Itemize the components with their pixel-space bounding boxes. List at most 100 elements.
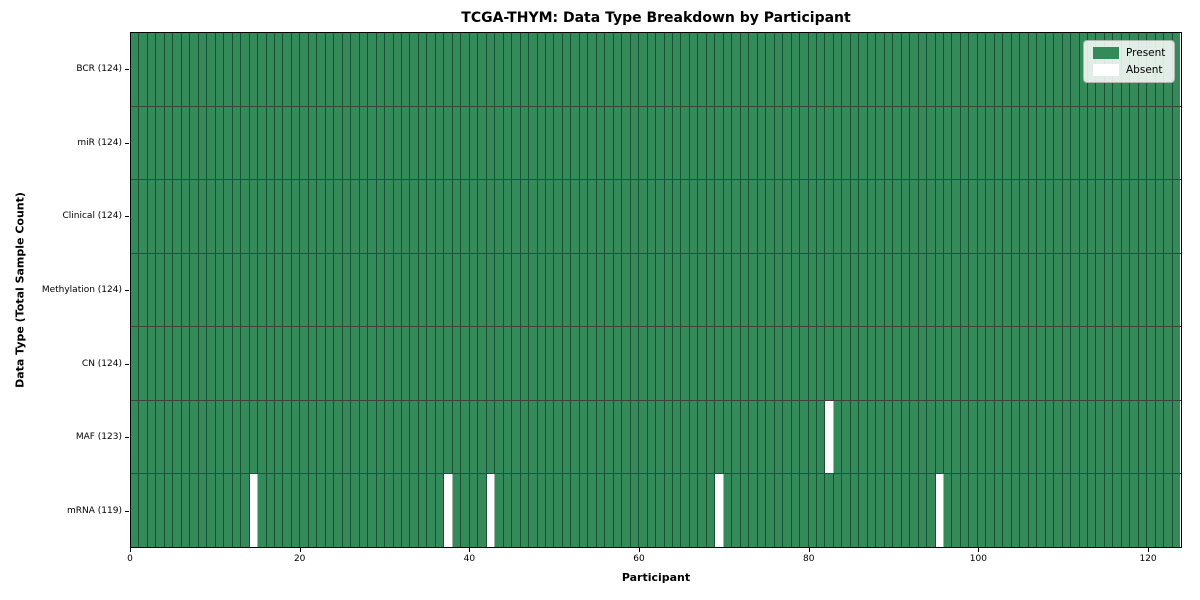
heatmap-cell-present — [1087, 253, 1097, 327]
heatmap-cell-present — [207, 253, 216, 327]
heatmap-cell-present — [308, 474, 318, 548]
heatmap-cell-present — [376, 327, 386, 400]
heatmap-cell-present — [647, 400, 657, 474]
heatmap-cell-present — [571, 327, 580, 400]
heatmap-cell-present — [960, 180, 970, 253]
heatmap-cell-present — [732, 327, 741, 400]
heatmap-cell-present — [571, 106, 580, 180]
heatmap-cell-present — [1130, 106, 1139, 180]
heatmap-cell-present — [749, 327, 758, 400]
heatmap-cell-present — [351, 180, 360, 253]
heatmap-cell-present — [495, 400, 504, 474]
heatmap-cell-present — [452, 253, 462, 327]
heatmap-cell-present — [952, 180, 961, 253]
heatmap-cell-present — [147, 180, 157, 253]
y-tick-mark — [125, 216, 129, 218]
heatmap-cell-present — [571, 180, 580, 253]
heatmap-cell-present — [901, 33, 911, 106]
heatmap-cell-present — [918, 400, 928, 474]
heatmap-cell-present — [529, 253, 538, 327]
heatmap-cell-present — [1130, 253, 1139, 327]
heatmap-cell-present — [596, 474, 606, 548]
heatmap-cell-present — [173, 253, 182, 327]
heatmap-cell-present — [1003, 180, 1012, 253]
heatmap-cell-present — [927, 106, 936, 180]
heatmap-cell-present — [613, 327, 623, 400]
heatmap-cell-present — [427, 400, 436, 474]
heatmap-cell-absent — [825, 400, 834, 474]
heatmap-cell-present — [673, 33, 682, 106]
heatmap-cell-present — [723, 253, 733, 327]
heatmap-cell-present — [588, 180, 597, 253]
heatmap-cell-present — [224, 33, 233, 106]
heatmap-cell-present — [800, 400, 809, 474]
heatmap-cell-present — [884, 33, 894, 106]
heatmap-cell-present — [368, 106, 377, 180]
heatmap-cell-present — [486, 106, 496, 180]
heatmap-cell-present — [876, 327, 885, 400]
heatmap-cell-present — [960, 106, 970, 180]
heatmap-cell-present — [698, 474, 707, 548]
heatmap-cell-present — [274, 253, 284, 327]
heatmap-cell-present — [757, 327, 767, 400]
heatmap-cell-present — [766, 106, 775, 180]
heatmap-cell-present — [562, 33, 572, 106]
heatmap-cell-present — [1147, 253, 1156, 327]
heatmap-cell-present — [783, 33, 792, 106]
heatmap-cell-present — [605, 253, 614, 327]
heatmap-cell-present — [977, 253, 987, 327]
heatmap-cell-present — [241, 253, 250, 327]
heatmap-cell-present — [1071, 180, 1080, 253]
heatmap-cell-present — [1011, 327, 1021, 400]
heatmap-cell-present — [715, 327, 724, 400]
heatmap-cell-present — [723, 400, 733, 474]
heatmap-cell-present — [545, 400, 555, 474]
heatmap-cell-present — [689, 253, 699, 327]
heatmap-cell-present — [1164, 253, 1173, 327]
heatmap-cell-present — [740, 253, 750, 327]
heatmap-cell-present — [850, 180, 860, 253]
heatmap-cell-present — [249, 327, 259, 400]
heatmap-cell-present — [385, 474, 394, 548]
heatmap-cell-present — [215, 400, 225, 474]
heatmap-cell-present — [969, 253, 978, 327]
heatmap-cell-present — [927, 33, 936, 106]
heatmap-cell-present — [554, 33, 563, 106]
heatmap-cell-present — [274, 180, 284, 253]
heatmap-cell-present — [1147, 474, 1156, 548]
heatmap-cell-present — [910, 327, 919, 400]
heatmap-cell-present — [1071, 106, 1080, 180]
heatmap-cell-present — [960, 327, 970, 400]
heatmap-cell-present — [876, 33, 885, 106]
heatmap-row — [131, 474, 1181, 548]
heatmap-cell-present — [164, 474, 174, 548]
heatmap-cell-present — [884, 327, 894, 400]
heatmap-cell-present — [706, 253, 716, 327]
heatmap-cell-present — [740, 33, 750, 106]
heatmap-cell-present — [893, 327, 902, 400]
heatmap-cell-present — [698, 253, 707, 327]
heatmap-cell-present — [554, 106, 563, 180]
heatmap-cell-present — [334, 106, 343, 180]
heatmap-cell-present — [1172, 180, 1181, 253]
heatmap-cell-present — [359, 33, 369, 106]
heatmap-cell-present — [376, 253, 386, 327]
heatmap-cell-present — [1037, 33, 1046, 106]
heatmap-cell-present — [147, 474, 157, 548]
heatmap-cell-present — [410, 180, 419, 253]
heatmap-cell-present — [723, 106, 733, 180]
heatmap-cell-present — [1087, 474, 1097, 548]
heatmap-cell-present — [1104, 474, 1114, 548]
heatmap-cell-present — [800, 33, 809, 106]
heatmap-cell-present — [1104, 327, 1114, 400]
heatmap-cell-present — [368, 400, 377, 474]
heatmap-cell-present — [969, 327, 978, 400]
heatmap-cell-present — [291, 253, 301, 327]
heatmap-cell-present — [977, 106, 987, 180]
heatmap-cell-present — [630, 33, 640, 106]
heatmap-cell-present — [605, 327, 614, 400]
heatmap-cell-present — [977, 400, 987, 474]
heatmap-cell-present — [596, 106, 606, 180]
heatmap-cell-present — [139, 106, 148, 180]
heatmap-cell-present — [1028, 253, 1038, 327]
